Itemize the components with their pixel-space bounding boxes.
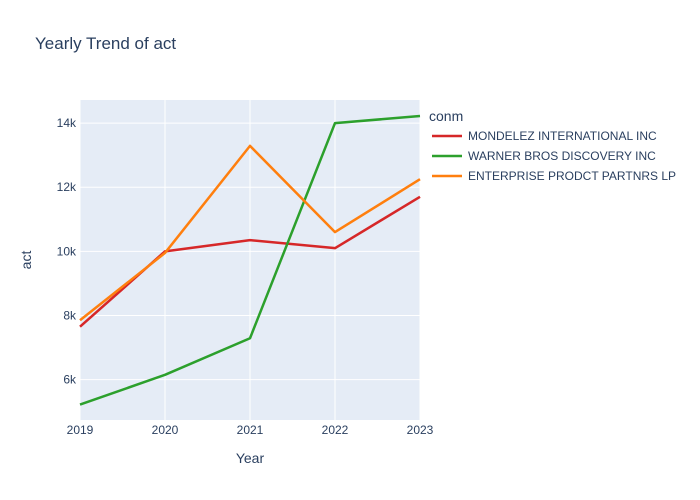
x-tick-labels: 2019 2020 2021 2022 2023 [67,423,434,437]
y-tick-label: 14k [57,116,77,130]
x-tick-label: 2020 [152,423,179,437]
series-lines [79,114,421,406]
legend-label-mondelez-international-inc: MONDELEZ INTERNATIONAL INC [468,129,657,143]
x-tick-label: 2021 [237,423,264,437]
x-gridlines [79,100,421,420]
y-tick-labels: 6k 8k 10k 12k 14k [57,116,77,387]
series-line-warner-bros-discovery-inc [79,114,421,406]
y-tick-label: 10k [57,244,77,258]
x-tick-label: 2022 [322,423,349,437]
x-tick-label: 2023 [407,423,434,437]
y-tick-label: 6k [63,373,77,387]
legend-label-enterprise-prodct-partnrs-lp: ENTERPRISE PRODCT PARTNRS LP [468,169,676,183]
series-line-enterprise-prodct-partnrs-lp [79,144,421,322]
y-tick-label: 8k [63,308,77,322]
x-tick-label: 2019 [67,423,94,437]
chart-title: Yearly Trend of act [35,34,176,53]
legend-title: conm [429,108,463,124]
legend-label-warner-bros-discovery-inc: WARNER BROS DISCOVERY INC [468,149,656,163]
x-axis-title: Year [236,450,265,466]
y-axis-title: act [18,251,34,270]
y-tick-label: 12k [57,180,77,194]
legend: MONDELEZ INTERNATIONAL INC WARNER BROS DI… [432,129,676,183]
